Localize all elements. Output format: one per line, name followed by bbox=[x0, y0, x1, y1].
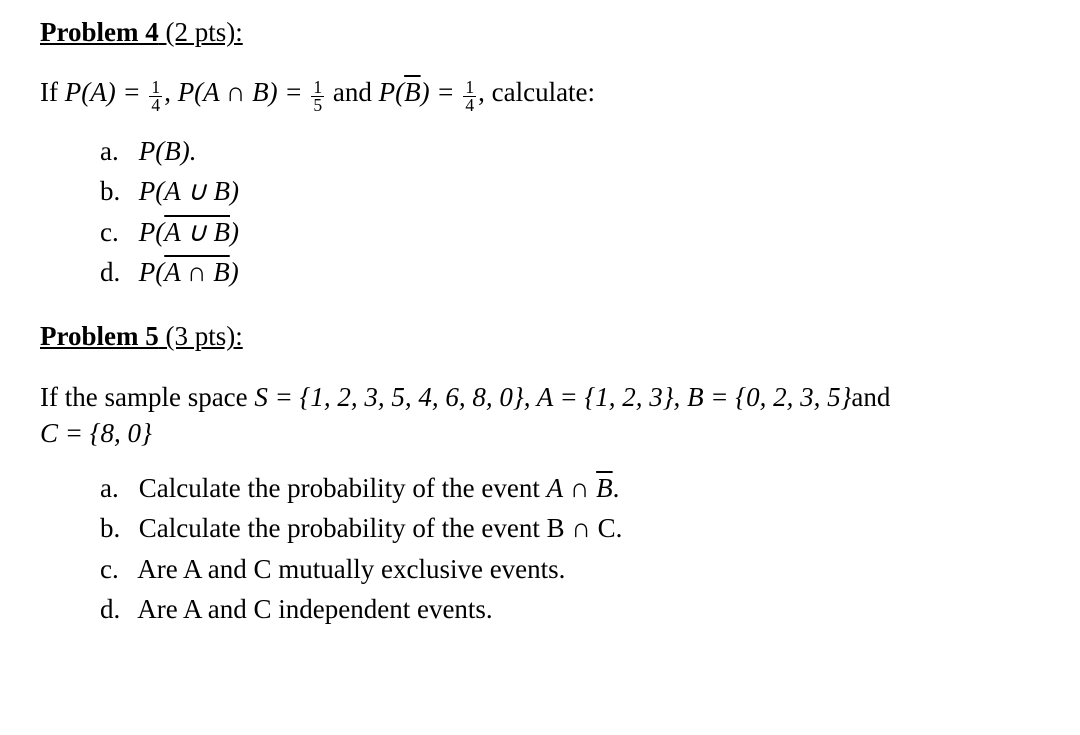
problem-5-title: Problem 5 bbox=[40, 321, 159, 351]
p4-item-b: b. P(A ∪ B) bbox=[100, 173, 1040, 209]
p4-if: If bbox=[40, 77, 65, 107]
p5-a-prefix: Calculate the probability of the event bbox=[139, 473, 547, 503]
p5-item-c: c. Are A and C mutually exclusive events… bbox=[100, 551, 1040, 587]
p5-c-label: c. bbox=[100, 551, 132, 587]
p4-pbbar-close: ) = bbox=[421, 77, 462, 107]
problem-4-list: a. P(B). b. P(A ∪ B) c. P(A ∪ B) d. P(A … bbox=[100, 133, 1040, 291]
p4-item-c: c. P(A ∪ B) bbox=[100, 214, 1040, 250]
problem-4-title: Problem 4 bbox=[40, 17, 159, 47]
p4-frac1: 14 bbox=[149, 79, 162, 115]
p5-a-cap: ∩ bbox=[563, 473, 596, 503]
p4-frac1-num: 1 bbox=[149, 79, 162, 97]
problem-5-heading: Problem 5 (3 pts): bbox=[40, 318, 1040, 354]
p5-b-text: Calculate the probability of the event B… bbox=[139, 513, 623, 543]
p4-c-p: P( bbox=[139, 217, 164, 247]
p4-sep2: and bbox=[326, 77, 378, 107]
p4-d-p: P( bbox=[139, 257, 164, 287]
p4-d-arg: A ∩ B bbox=[164, 257, 230, 287]
problem-5-intro: If the sample space S = {1, 2, 3, 5, 4, … bbox=[40, 379, 1040, 452]
p5-C: C = {8, 0} bbox=[40, 418, 152, 448]
p4-c-arg: A ∪ B bbox=[164, 217, 230, 247]
p4-frac2-den: 5 bbox=[311, 96, 324, 115]
p5-a-label: a. bbox=[100, 470, 132, 506]
p4-frac2-num: 1 bbox=[311, 79, 324, 97]
p5-S: S = {1, 2, 3, 5, 4, 6, 8, 0}, bbox=[254, 382, 536, 412]
problem-5-pts: (3 pts): bbox=[159, 321, 243, 351]
p4-frac3-num: 1 bbox=[463, 79, 476, 97]
p4-pbbar-p: P( bbox=[379, 77, 404, 107]
p4-b-text: P(A ∪ B) bbox=[139, 176, 239, 206]
p4-sep1: , bbox=[164, 77, 178, 107]
p5-B: B = {0, 2, 3, 5} bbox=[687, 382, 851, 412]
p5-b-label: b. bbox=[100, 510, 132, 546]
p4-item-d: d. P(A ∩ B) bbox=[100, 254, 1040, 290]
p4-pa-lhs: P(A) = bbox=[65, 77, 148, 107]
problem-4-heading: Problem 4 (2 pts): bbox=[40, 14, 1040, 50]
p5-item-a: a. Calculate the probability of the even… bbox=[100, 470, 1040, 506]
p5-item-d: d. Are A and C independent events. bbox=[100, 591, 1040, 627]
p4-c-label: c. bbox=[100, 214, 132, 250]
p4-d-label: d. bbox=[100, 254, 132, 290]
p5-intro-prefix: If the sample space bbox=[40, 382, 254, 412]
p4-b-label: b. bbox=[100, 173, 132, 209]
p4-a-label: a. bbox=[100, 133, 132, 169]
p4-frac3: 14 bbox=[463, 79, 476, 115]
p4-pab-lhs: P(A ∩ B) = bbox=[178, 77, 310, 107]
p5-a-A: A bbox=[547, 473, 564, 503]
p4-suffix: , calculate: bbox=[478, 77, 595, 107]
p4-pbbar-b: B bbox=[404, 77, 421, 107]
p4-c-close: ) bbox=[230, 217, 239, 247]
p4-d-close: ) bbox=[230, 257, 239, 287]
problem-4-intro: If P(A) = 14, P(A ∩ B) = 15 and P(B) = 1… bbox=[40, 74, 1040, 114]
problem-5-list: a. Calculate the probability of the even… bbox=[100, 470, 1040, 628]
page-content: Problem 4 (2 pts): If P(A) = 14, P(A ∩ B… bbox=[0, 0, 1080, 675]
p5-c-text: Are A and C mutually exclusive events. bbox=[137, 554, 565, 584]
p5-A: A = {1, 2, 3}, bbox=[537, 382, 687, 412]
problem-4-pts: (2 pts): bbox=[159, 17, 243, 47]
p5-and: and bbox=[851, 382, 890, 412]
p5-a-Bbar: B bbox=[596, 473, 613, 503]
p4-frac3-den: 4 bbox=[463, 96, 476, 115]
p5-d-label: d. bbox=[100, 591, 132, 627]
p4-frac2: 15 bbox=[311, 79, 324, 115]
p5-d-text: Are A and C independent events. bbox=[137, 594, 492, 624]
p5-item-b: b. Calculate the probability of the even… bbox=[100, 510, 1040, 546]
p4-item-a: a. P(B). bbox=[100, 133, 1040, 169]
p5-a-suffix: . bbox=[613, 473, 620, 503]
p4-frac1-den: 4 bbox=[149, 96, 162, 115]
p4-a-text: P(B). bbox=[139, 136, 197, 166]
